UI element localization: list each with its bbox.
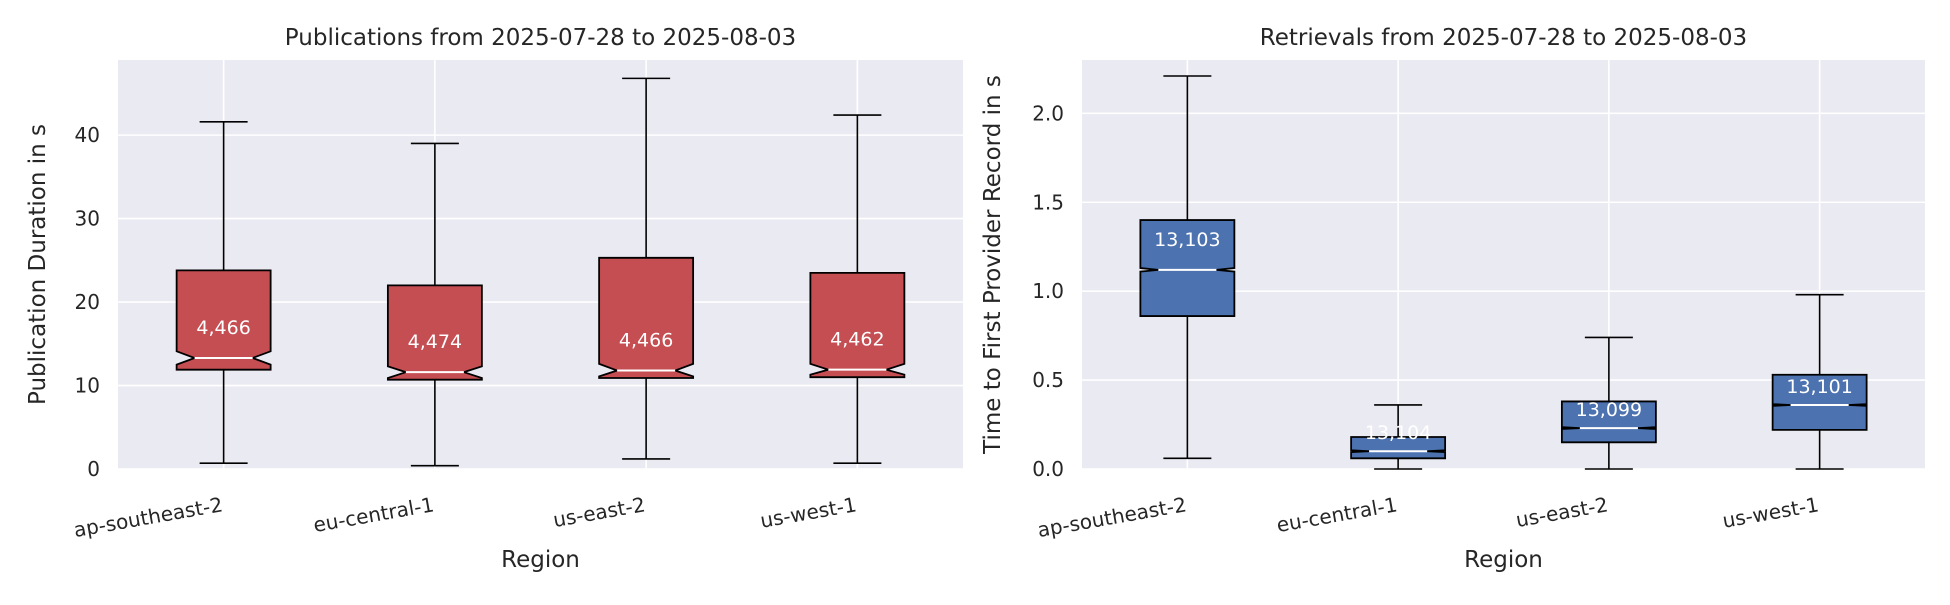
y-axis-label: Publication Duration in s <box>25 124 51 405</box>
x-axis-label: Region <box>1464 547 1543 573</box>
count-label: 13,101 <box>1786 376 1852 398</box>
y-tick-label: 0 <box>87 457 100 481</box>
x-tick-label: us-east-2 <box>551 492 647 532</box>
box-body <box>598 256 695 379</box>
x-tick-label: us-west-1 <box>758 492 858 533</box>
box-body <box>1139 219 1236 317</box>
box-body <box>386 284 483 381</box>
chart-title: Publications from 2025-07-28 to 2025-08-… <box>285 25 796 51</box>
box-body <box>175 269 272 371</box>
x-tick-label: ap-southeast-2 <box>72 492 225 542</box>
count-label: 13,103 <box>1154 229 1220 251</box>
count-label: 4,466 <box>196 317 250 339</box>
y-axis-label: Time to First Provider Record in s <box>980 75 1006 455</box>
x-tick-label: ap-southeast-2 <box>1036 492 1189 542</box>
box-ap-southeast-2: 4,466 <box>175 120 272 464</box>
y-tick-label: 1.0 <box>1032 279 1064 303</box>
x-axis-label: Region <box>501 547 580 573</box>
count-label: 13,104 <box>1365 422 1431 444</box>
y-tick-label: 1.5 <box>1032 190 1064 214</box>
count-label: 4,474 <box>408 331 462 353</box>
box-eu-central-1: 4,474 <box>386 142 483 467</box>
box-ap-southeast-2: 13,103 <box>1139 75 1236 460</box>
y-tick-label: 20 <box>75 290 100 314</box>
chart-panel-2: 0.0 0.5 1.0 1.5 2.0 13,103 ap-southeast-2 13,10… <box>980 25 1925 573</box>
box-body <box>1560 400 1657 444</box>
count-label: 4,462 <box>830 329 884 351</box>
y-tick-label: 40 <box>75 123 100 147</box>
plot-background <box>118 60 963 469</box>
y-tick-label: 30 <box>75 207 100 231</box>
chart-panel-1: 0 10 20 30 40 4,466 ap-southeast-2 4,474 eu-cent… <box>25 25 963 573</box>
box-body <box>1771 373 1868 431</box>
x-tick-label: us-east-2 <box>1514 492 1610 532</box>
y-tick-label: 2.0 <box>1032 101 1064 125</box>
box-body <box>809 271 906 379</box>
chart-title: Retrievals from 2025-07-28 to 2025-08-03 <box>1260 25 1747 51</box>
x-tick-label: eu-central-1 <box>1275 492 1399 537</box>
count-label: 13,099 <box>1576 399 1642 421</box>
box-us-east-2: 4,466 <box>598 77 695 460</box>
y-tick-label: 0.5 <box>1032 368 1064 392</box>
y-tick-label: 0.0 <box>1032 457 1064 481</box>
box-eu-central-1: 13,104 <box>1350 404 1447 470</box>
box-us-east-2: 13,099 <box>1560 336 1657 470</box>
box-us-west-1: 4,462 <box>809 114 906 464</box>
y-tick-label: 10 <box>75 374 100 398</box>
x-tick-label: eu-central-1 <box>311 492 435 537</box>
box-us-west-1: 13,101 <box>1771 293 1868 470</box>
x-tick-label: us-west-1 <box>1721 492 1821 533</box>
box-body <box>1350 436 1447 460</box>
count-label: 4,466 <box>619 330 673 352</box>
